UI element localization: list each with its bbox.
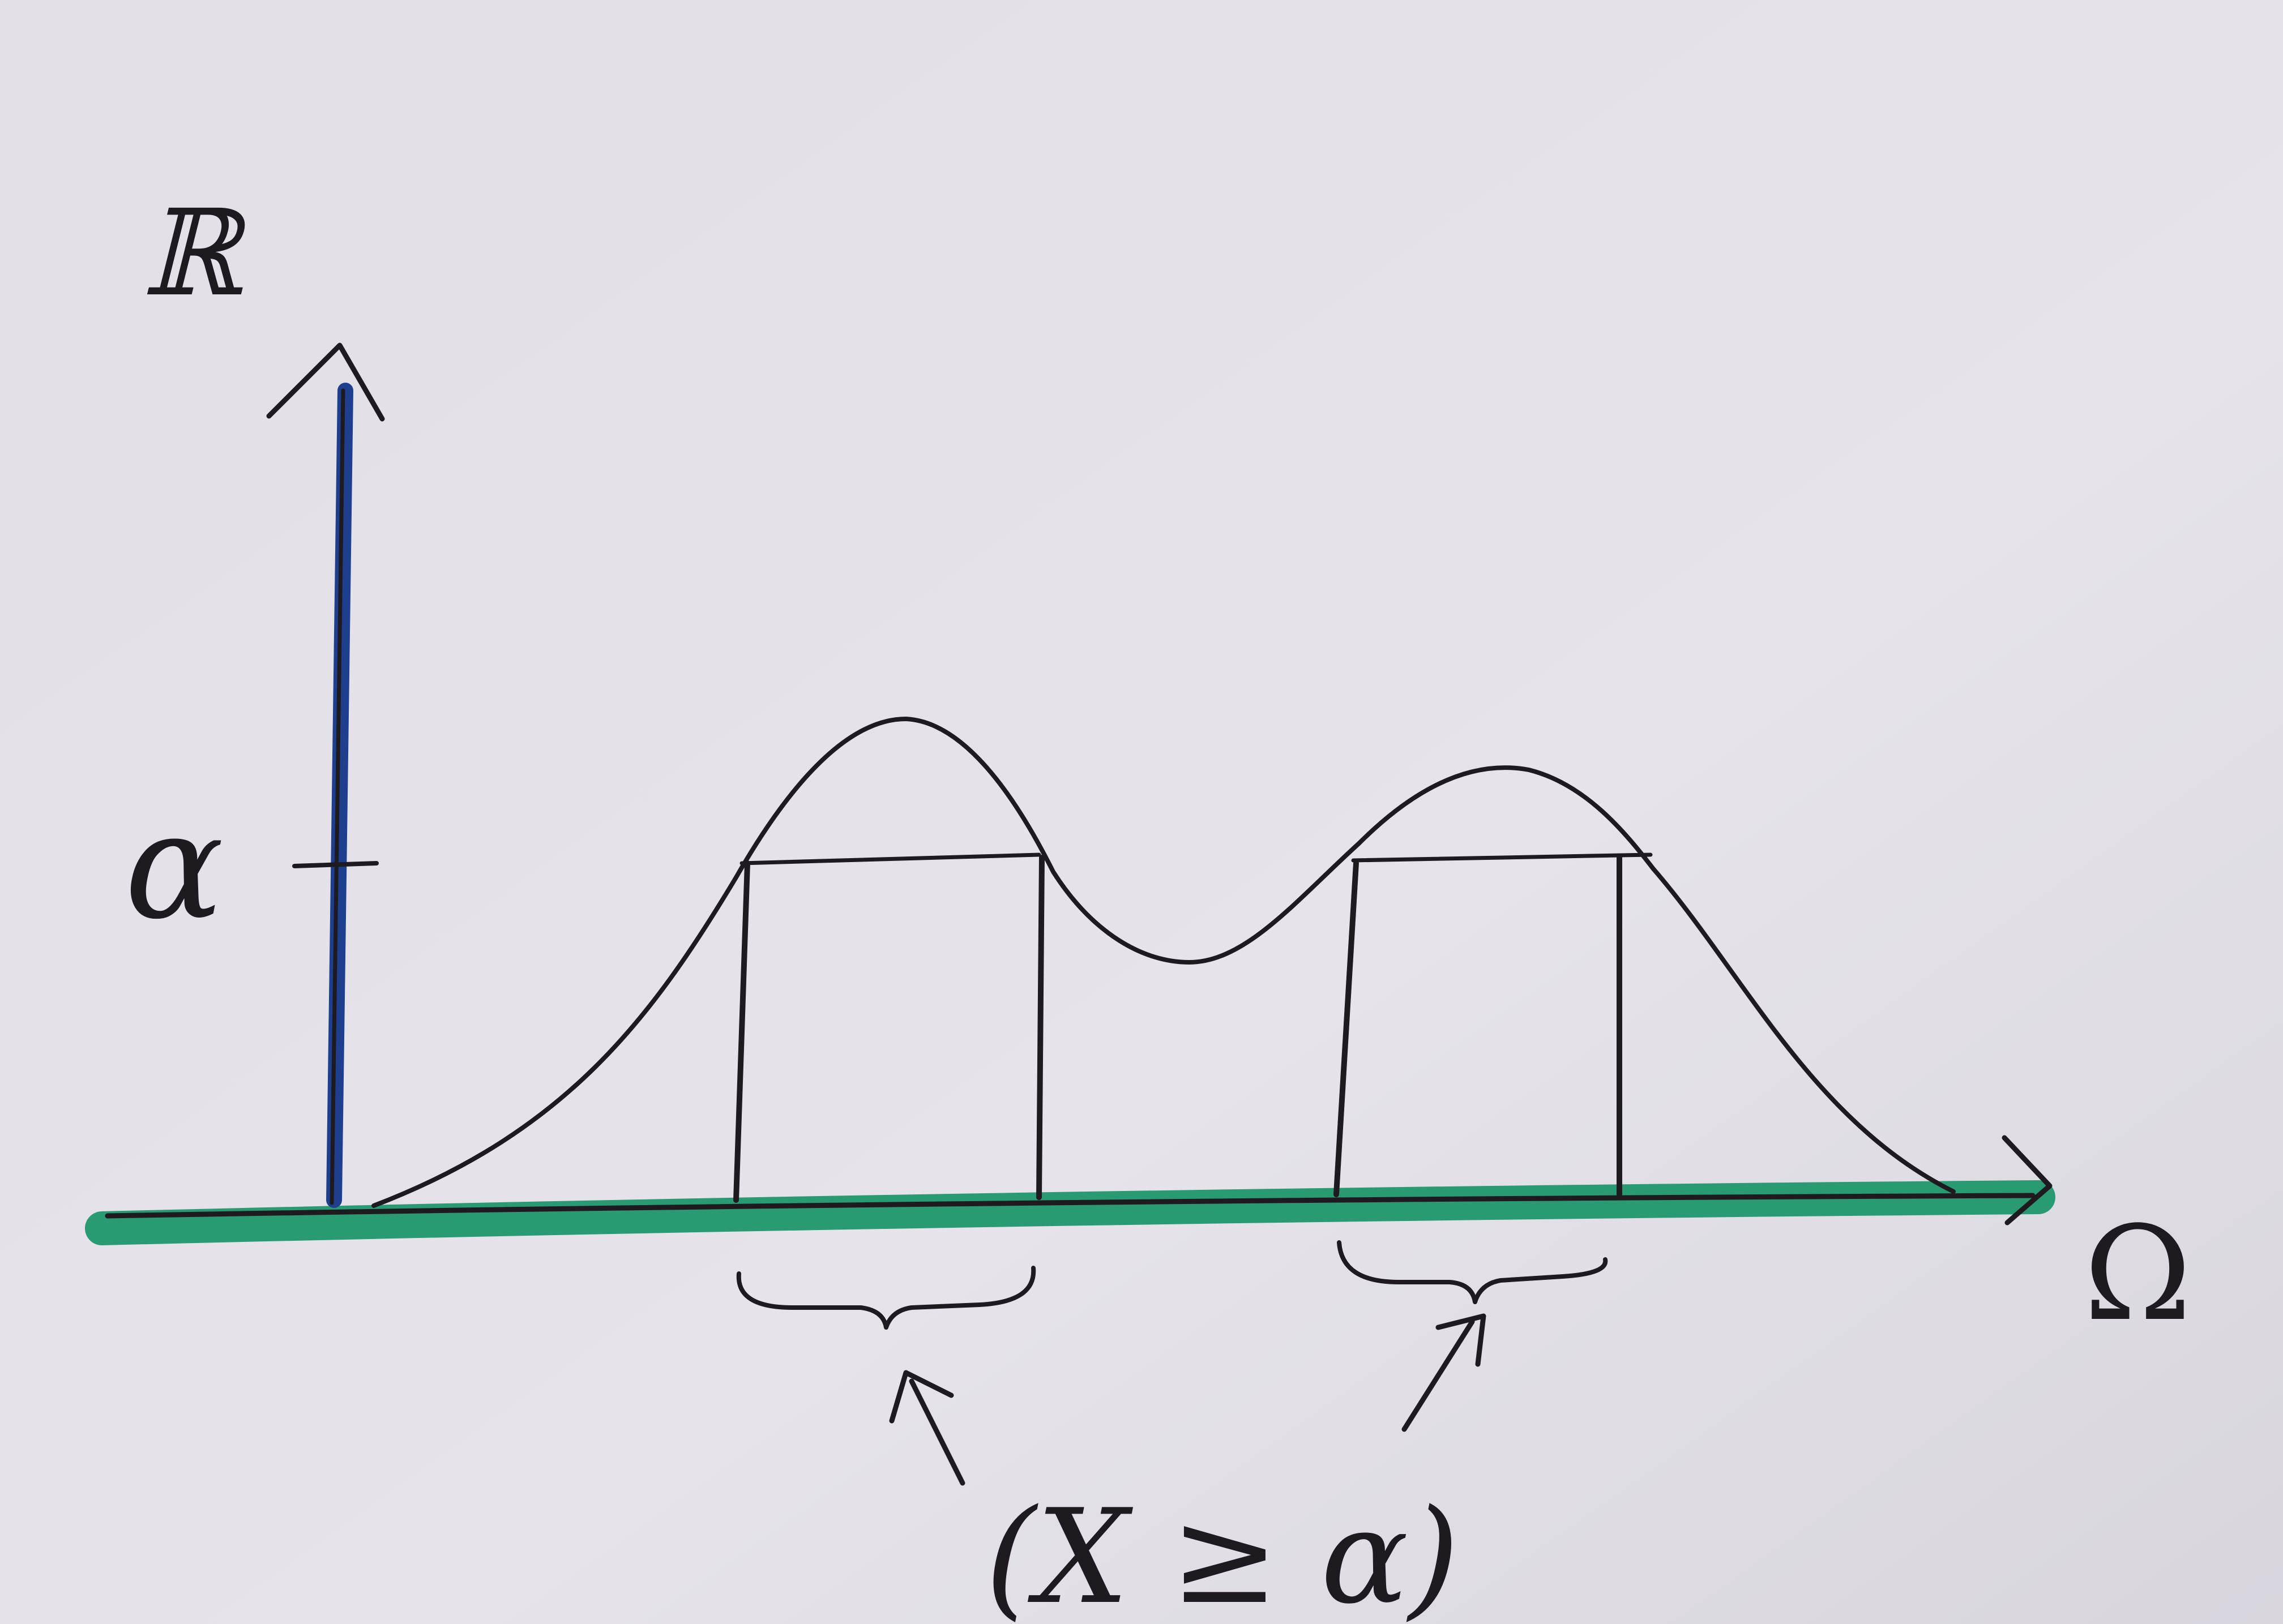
alpha-level-right <box>1351 852 1653 863</box>
right-pointer-arrow <box>1401 1319 1475 1432</box>
x-axis-band <box>85 1180 2055 1245</box>
y-axis-ink <box>330 388 345 1205</box>
left-pointer-arrowhead <box>889 1370 954 1424</box>
set-label: (X ≥ α) <box>985 1482 1459 1624</box>
y-axis-label: ℝ <box>142 184 247 323</box>
alpha-tick <box>292 861 379 868</box>
y-axis-line <box>326 383 353 1208</box>
left-region-right-edge <box>1036 855 1045 1200</box>
x-axis-label: Ω <box>2084 1199 2192 1350</box>
bimodal-curve <box>371 716 1956 1208</box>
right-brace <box>1337 1240 1608 1304</box>
threshold-label: α <box>125 781 224 952</box>
left-brace <box>736 1266 1036 1330</box>
x-axis-arrowhead <box>2002 1135 2053 1226</box>
left-pointer-arrow <box>909 1378 965 1486</box>
alpha-level-left <box>739 852 1041 865</box>
left-region-left-edge <box>733 860 750 1203</box>
y-axis-arrowhead <box>266 342 385 422</box>
right-region-left-edge <box>1333 860 1359 1197</box>
right-pointer-arrowhead <box>1435 1313 1486 1367</box>
x-axis-line <box>105 1193 2036 1219</box>
